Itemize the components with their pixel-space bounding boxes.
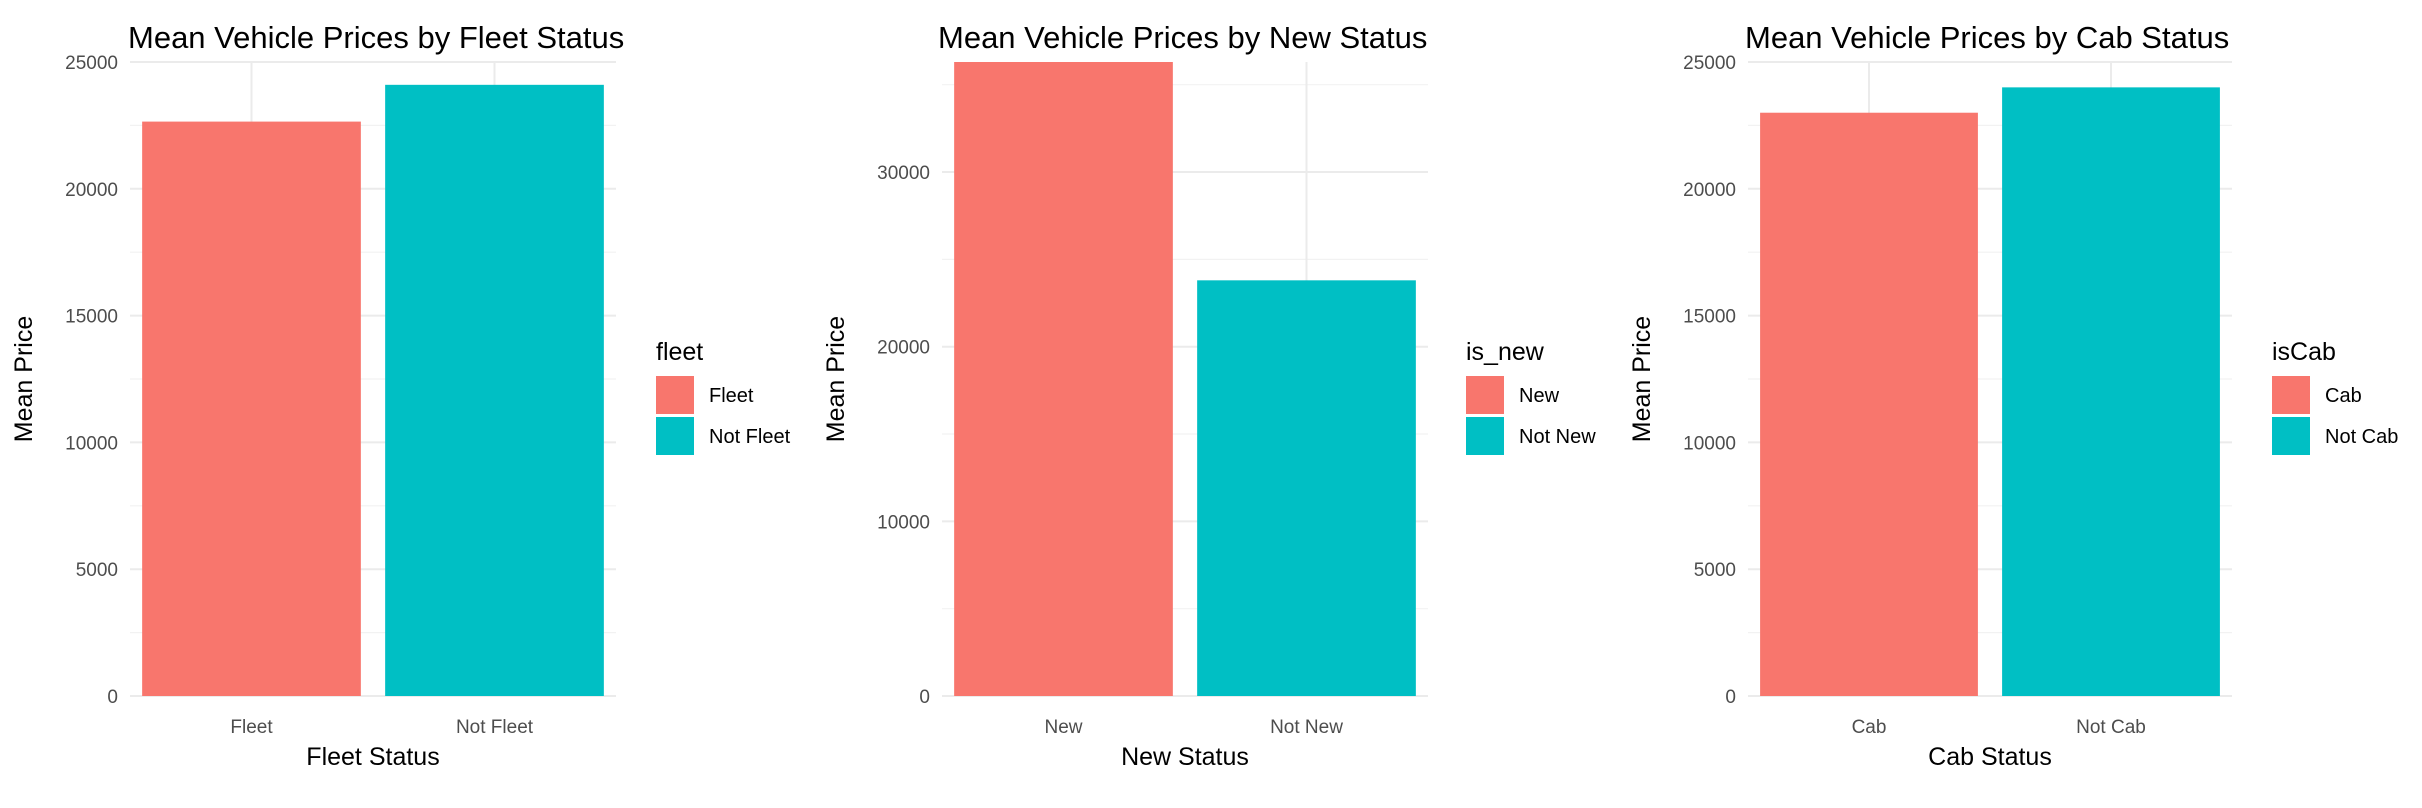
y-axis-title: Mean Price [822,316,850,442]
legend-label: Cab [2325,385,2362,407]
legend-key [656,376,694,414]
legend-key [1466,376,1504,414]
y-tick-label: 30000 [877,163,930,184]
legend-title: fleet [656,338,703,366]
legend-label: Not Fleet [709,426,791,448]
legend-label: Fleet [709,385,754,407]
y-tick-label: 10000 [65,433,118,454]
y-tick-label: 0 [1725,687,1736,708]
chart-panel-2: 0 10000 20000 30000 New Not New Mean Vehicle P… [822,20,1596,771]
legend-title: isCab [2272,338,2336,366]
y-tick-label: 15000 [65,307,118,328]
y-tick-label: 5000 [1694,560,1736,581]
x-tick-label: New [1044,717,1082,738]
chart-panel-3: 0 5000 10000 15000 20000 25000 Cab Not Cab Mean … [1628,20,2398,771]
chart-title: Mean Vehicle Prices by New Status [938,20,1427,55]
legend-key [656,417,694,455]
x-tick-label: Not Fleet [456,717,534,738]
y-tick-label: 20000 [877,338,930,359]
legend-label: New [1519,385,1560,407]
bar-not-fleet [385,84,604,697]
legend-label: Not Cab [2325,426,2398,448]
bar-new [954,62,1173,696]
x-axis-title: Fleet Status [306,743,439,771]
y-tick-label: 20000 [1683,180,1736,201]
y-tick-label: 5000 [76,560,118,581]
legend: fleet Fleet Not Fleet [656,338,791,455]
legend-key [1466,417,1504,455]
legend: isCab Cab Not Cab [2272,338,2398,455]
y-tick-label: 15000 [1683,307,1736,328]
bar-fleet [142,121,361,696]
x-tick-label: Not New [1270,717,1343,738]
y-tick-label: 0 [919,687,930,708]
x-tick-label: Cab [1852,717,1887,738]
y-tick-label: 10000 [1683,433,1736,454]
y-tick-label: 25000 [65,53,118,74]
bar-cab [1760,112,1978,697]
bar-not-cab [2002,87,2220,697]
legend-label: Not New [1519,426,1596,448]
y-tick-label: 20000 [65,180,118,201]
y-axis-title: Mean Price [1628,316,1656,442]
chart-title: Mean Vehicle Prices by Fleet Status [128,20,624,55]
chart-title: Mean Vehicle Prices by Cab Status [1745,20,2229,55]
y-tick-label: 10000 [877,512,930,533]
bar-not-new [1197,280,1416,696]
x-axis-title: Cab Status [1928,743,2052,771]
y-tick-label: 25000 [1683,53,1736,74]
legend-key [2272,417,2310,455]
legend-key [2272,376,2310,414]
x-axis-title: New Status [1121,743,1249,771]
x-tick-label: Fleet [230,717,273,738]
legend-title: is_new [1466,338,1545,366]
x-tick-label: Not Cab [2076,717,2146,738]
chart-panel-1: 0 5000 10000 15000 20000 25000 Fleet Not Fleet M… [10,20,791,771]
y-tick-label: 0 [107,687,118,708]
legend: is_new New Not New [1466,338,1596,455]
y-axis-title: Mean Price [10,316,38,442]
